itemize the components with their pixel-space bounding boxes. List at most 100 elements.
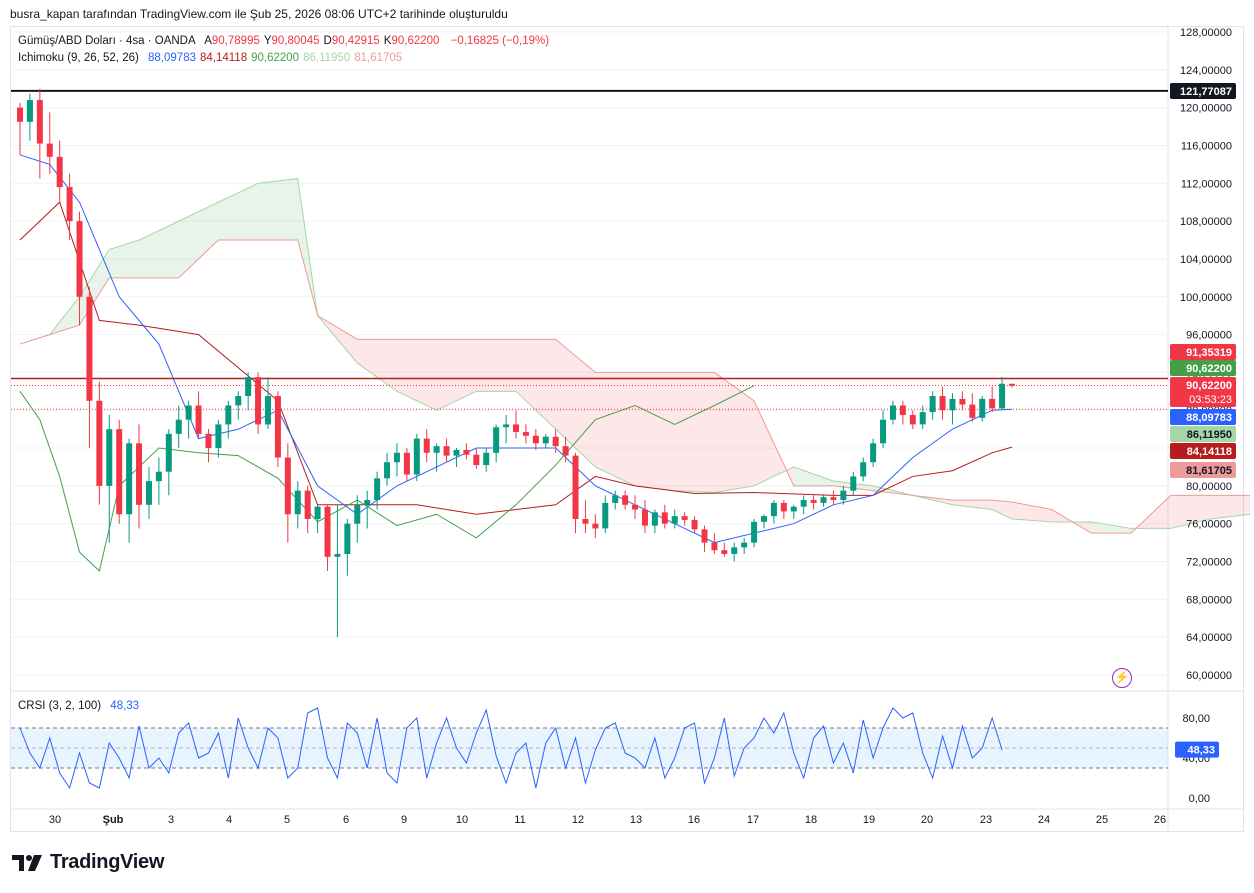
ichimoku-span-b-line bbox=[19, 239, 1251, 534]
time-tick-label: 24 bbox=[1038, 814, 1050, 826]
ichimoku-cloud-segment bbox=[595, 372, 636, 486]
candle-up bbox=[503, 424, 510, 428]
candle-down bbox=[86, 296, 93, 401]
price-change: −0,16825 (−0,19%) bbox=[450, 35, 550, 47]
time-tick-label: 5 bbox=[284, 814, 290, 826]
candle-down bbox=[701, 529, 708, 543]
candle-down bbox=[304, 490, 311, 519]
lightning-icon[interactable]: ⚡ bbox=[1112, 668, 1132, 688]
ichimoku-span-a-line bbox=[19, 178, 1251, 529]
candle-down bbox=[532, 435, 539, 444]
candle-down bbox=[969, 404, 976, 418]
candle-up bbox=[175, 419, 182, 434]
price-label-badge bbox=[1170, 426, 1236, 442]
time-tick-label: 25 bbox=[1096, 814, 1108, 826]
candle-down bbox=[96, 400, 103, 486]
ichimoku-values: 88,09783 84,14118 90,62200 86,11950 81,61705 bbox=[148, 52, 406, 64]
time-tick-label: 23 bbox=[980, 814, 992, 826]
ohlc-key-k: K bbox=[383, 35, 392, 47]
ichimoku-cloud-segment bbox=[1210, 495, 1251, 519]
crsi-label-badge bbox=[1175, 741, 1219, 758]
time-tick-label: 11 bbox=[514, 814, 525, 826]
candle-down bbox=[1009, 383, 1015, 386]
candle-up bbox=[542, 436, 549, 444]
candle-up bbox=[651, 512, 658, 526]
candle-down bbox=[899, 405, 906, 415]
price-label-badge bbox=[1170, 409, 1236, 425]
crsi-legend: CRSI (3, 2, 100) 48,33 bbox=[18, 700, 143, 712]
ohlc-key-y: Y bbox=[263, 35, 272, 47]
ichimoku-kijun-line bbox=[19, 201, 1013, 515]
time-tick-label: 4 bbox=[226, 814, 232, 826]
candle-down bbox=[473, 454, 480, 466]
candle-down bbox=[641, 509, 648, 526]
candle-down bbox=[632, 504, 639, 510]
candle-down bbox=[830, 497, 837, 501]
candle-up bbox=[770, 502, 777, 517]
ichimoku-cloud-segment bbox=[79, 249, 110, 326]
candle-up bbox=[374, 478, 381, 501]
ichimoku-cloud-segment bbox=[635, 372, 675, 491]
price-label-text: 91,35319 bbox=[1186, 347, 1232, 359]
candle-down bbox=[721, 550, 728, 554]
candle-up bbox=[949, 398, 956, 411]
candle-down bbox=[36, 100, 43, 144]
candle-up bbox=[840, 490, 847, 501]
ichimoku-cloud-segment bbox=[258, 178, 298, 241]
candle-down bbox=[423, 438, 430, 453]
candle-up bbox=[860, 462, 867, 477]
time-tick-label: 20 bbox=[921, 814, 933, 826]
candle-up bbox=[731, 547, 738, 554]
last-price-badge bbox=[1170, 377, 1236, 407]
ichimoku-cloud-segment bbox=[109, 240, 140, 278]
time-tick-label: 3 bbox=[168, 814, 174, 826]
tradingview-logo-icon bbox=[12, 854, 42, 871]
candle-up bbox=[761, 516, 767, 522]
candle-up bbox=[602, 502, 609, 529]
time-tick-label: 9 bbox=[401, 814, 407, 826]
time-tick-label: 18 bbox=[805, 814, 817, 826]
ohlc-key-a: A bbox=[204, 35, 212, 47]
price-tick-label: 116,00000 bbox=[1181, 140, 1232, 152]
candle-down bbox=[681, 516, 688, 520]
ichimoku-name: Ichimoku (9, 26, 52, 26) bbox=[18, 52, 139, 64]
tradingview-logo[interactable]: TradingView bbox=[12, 851, 164, 874]
ichimoku-cloud-segment bbox=[357, 339, 397, 392]
price-label-text: 86,11950 bbox=[1187, 429, 1232, 441]
price-label-text: 90,62200 bbox=[1186, 363, 1232, 375]
candle-down bbox=[522, 431, 529, 436]
candle-up bbox=[245, 377, 252, 397]
candle-down bbox=[46, 143, 53, 157]
ichimoku-cloud-segment bbox=[178, 202, 219, 278]
candle-up bbox=[314, 506, 321, 519]
countdown-text: 03:53:23 bbox=[1189, 394, 1232, 406]
last-price-text: 90,62200 bbox=[1186, 380, 1232, 392]
price-label-text: 121,77087 bbox=[1180, 86, 1232, 98]
candle-up bbox=[185, 405, 192, 420]
price-tick-label: 112,00000 bbox=[1181, 178, 1232, 190]
ichimoku-cloud-segment bbox=[1091, 521, 1132, 534]
ichimoku-value: 81,61705 bbox=[354, 52, 403, 64]
ichimoku-cloud-segment bbox=[793, 466, 834, 486]
candle-up bbox=[384, 462, 391, 479]
ichimoku-cloud-segment bbox=[714, 372, 755, 493]
candle-down bbox=[255, 377, 262, 425]
ichimoku-cloud-segment bbox=[1012, 501, 1052, 522]
candle-down bbox=[284, 457, 291, 515]
price-label-text: 84,14118 bbox=[1187, 446, 1232, 458]
price-label-badge bbox=[1170, 443, 1236, 459]
time-tick-label: 12 bbox=[572, 814, 584, 826]
ichimoku-value: 88,09783 bbox=[148, 52, 196, 64]
ohlc-value-d: 90,42915 bbox=[331, 35, 380, 47]
candle-down bbox=[572, 455, 579, 519]
candle-up bbox=[751, 521, 758, 543]
price-tick-label: 80,00000 bbox=[1186, 481, 1232, 493]
time-tick-label: 17 bbox=[747, 814, 759, 826]
price-tick-label: 128,00000 bbox=[1180, 27, 1232, 39]
ichimoku-cloud-segment bbox=[516, 339, 556, 430]
candle-up bbox=[413, 438, 420, 475]
symbol-legend: Gümüş/ABD Doları · 4sa · OANDA A90,78995… bbox=[18, 35, 553, 47]
crsi-name: CRSI (3, 2, 100) bbox=[18, 700, 102, 712]
candle-down bbox=[582, 518, 589, 524]
